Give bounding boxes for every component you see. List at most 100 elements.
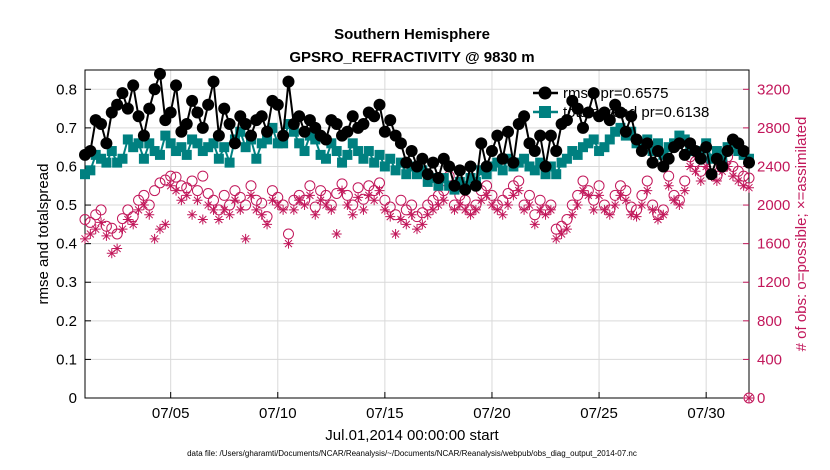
data-file-footnote: data file: /Users/gharamti/Documents/NCA… [187, 449, 637, 458]
chart-title: Southern Hemisphere [334, 26, 490, 43]
assimilated-point [642, 185, 653, 196]
assimilated-point [636, 200, 647, 211]
totalspread-point [96, 153, 107, 164]
totalspread-point [363, 146, 374, 157]
rmse-point [378, 125, 391, 138]
rmse-point [737, 145, 750, 158]
totalspread-point [310, 134, 321, 145]
assimilated-point [412, 224, 422, 235]
totalspread-point [224, 157, 235, 168]
rmse-point [223, 118, 236, 131]
rmse-point [357, 118, 370, 131]
totalspread-point [524, 161, 535, 172]
rmse-point [528, 145, 541, 158]
assimilated-point [545, 204, 556, 215]
assimilated-point [556, 229, 567, 239]
assimilated-point [438, 195, 449, 206]
assimilated-point [267, 195, 278, 206]
totalspread-point [192, 138, 203, 149]
rmse-point [170, 79, 183, 92]
right-tick-label: 400 [757, 351, 782, 368]
totalspread-point [599, 142, 610, 153]
totalspread-point [299, 146, 310, 157]
rmse-point [716, 160, 729, 173]
totalspread-point [128, 142, 139, 153]
assimilated-point [272, 200, 283, 211]
possible-point [282, 228, 294, 240]
rmse-point [127, 79, 140, 92]
totalspread-point [197, 146, 208, 157]
rmse-point [630, 133, 643, 146]
assimilated-point [588, 204, 599, 215]
possible-point [641, 175, 653, 187]
x-axis-label: Jul.01,2014 00:00:00 start [325, 427, 499, 444]
rmse-point [212, 129, 225, 142]
totalspread-point [412, 169, 422, 180]
right-tick-label: 2800 [757, 120, 790, 137]
totalspread-point [679, 134, 690, 145]
assimilated-point [690, 166, 701, 177]
assimilated-point [733, 175, 744, 186]
rmse-point [282, 75, 295, 88]
assimilated-point [96, 217, 107, 228]
possible-point [191, 185, 203, 197]
assimilated-point [262, 219, 273, 230]
rmse-point [116, 87, 129, 100]
assimilated-point [685, 161, 696, 172]
rmse-point [459, 183, 472, 196]
possible-point [304, 180, 316, 192]
assimilated-point [347, 209, 358, 220]
totalspread-point [117, 153, 128, 164]
rmse-point [577, 121, 589, 134]
totalspread-point [235, 126, 246, 137]
rmse-point [84, 145, 97, 158]
totalspread-point [331, 146, 342, 157]
rmse-point [560, 114, 573, 127]
totalspread-point [353, 146, 364, 157]
assimilated-point [417, 219, 428, 230]
totalspread-point [154, 149, 165, 160]
assimilated-point [256, 209, 267, 220]
assimilated-point [551, 233, 562, 244]
assimilated-point [144, 209, 155, 220]
assimilated-point [395, 214, 406, 225]
totalspread-point [540, 169, 551, 180]
assimilated-point [251, 204, 262, 215]
possible-point [663, 170, 675, 182]
assimilated-point [422, 209, 433, 220]
rmse-point [448, 179, 461, 192]
assimilated-point [288, 204, 299, 215]
assimilated-point [674, 200, 685, 211]
assimilated-point [594, 190, 605, 201]
rmse-point [277, 129, 290, 142]
assimilated-point [492, 204, 503, 215]
totalspread-point [572, 149, 583, 160]
rmse-point [496, 152, 509, 165]
rmse-point [518, 110, 531, 123]
rmse-point [95, 118, 108, 131]
x-tick-label: 07/15 [366, 405, 404, 422]
totalspread-point [561, 153, 572, 164]
totalspread-point [165, 138, 176, 149]
totalspread-point [369, 157, 380, 168]
totalspread-point [519, 153, 530, 164]
rmse-point [550, 145, 563, 158]
totalspread-point [138, 153, 149, 164]
totalspread-point [208, 138, 219, 149]
totalspread-point [181, 149, 192, 160]
rmse-point [186, 94, 199, 107]
assimilated-point [540, 209, 551, 220]
rmse-point [228, 137, 241, 150]
totalspread-point [610, 126, 621, 137]
assimilated-point [101, 230, 112, 241]
assimilated-point [353, 192, 364, 203]
left-axis: 0 0.1 0.2 0.3 0.4 0.5 0.6 0.7 0.8 [56, 81, 91, 407]
rmse-point [571, 102, 584, 115]
assimilated-point [428, 204, 439, 215]
totalspread-point [529, 165, 540, 176]
right-axis: 0 400 800 1200 1600 2000 2400 2800 3200 [743, 81, 790, 407]
x-axis: 07/05 07/10 07/15 07/20 07/25 07/30 [152, 392, 725, 422]
assimilated-point [727, 171, 738, 182]
totalspread-point [556, 157, 567, 168]
